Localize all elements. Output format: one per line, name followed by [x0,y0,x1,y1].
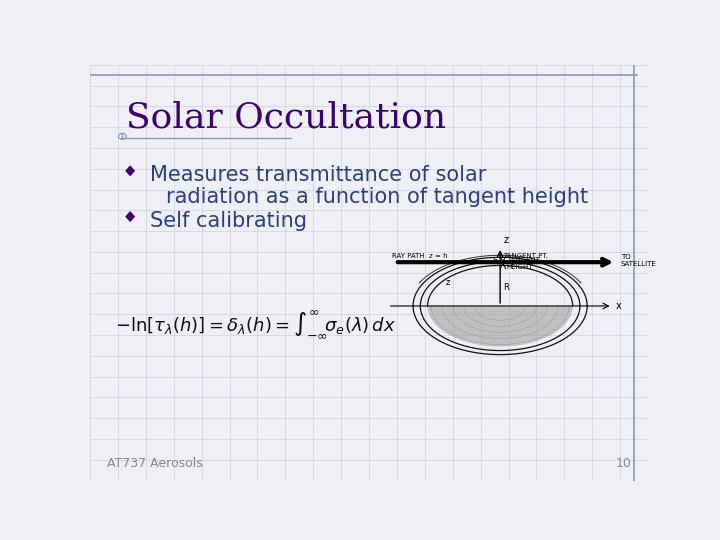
Text: x: x [616,301,621,311]
Text: z: z [504,235,509,245]
Text: Measures transmittance of solar: Measures transmittance of solar [150,165,486,185]
Text: Self calibrating: Self calibrating [150,211,307,231]
Text: radiation as a function of tangent height: radiation as a function of tangent heigh… [166,187,588,207]
Polygon shape [126,212,134,221]
Text: 10: 10 [616,457,631,470]
Text: RAY PATH  z = h: RAY PATH z = h [392,253,448,259]
Text: TANGENT
HEIGHT: TANGENT HEIGHT [507,257,540,271]
Text: z: z [446,278,450,287]
Text: Solar Occultation: Solar Occultation [126,100,446,134]
Text: R: R [503,283,509,292]
Text: TO
SATELLITE: TO SATELLITE [621,254,657,267]
Text: TANGENT PT.: TANGENT PT. [503,253,548,259]
Text: AT737 Aerosols: AT737 Aerosols [107,457,202,470]
Text: $-\ln\!\left[\tau_{\lambda}(h)\right]= \delta_{\lambda}(h)=\int_{-\infty}^{\inft: $-\ln\!\left[\tau_{\lambda}(h)\right]= \… [115,308,396,340]
Polygon shape [428,306,572,347]
Polygon shape [126,166,134,176]
Text: h: h [492,257,498,266]
